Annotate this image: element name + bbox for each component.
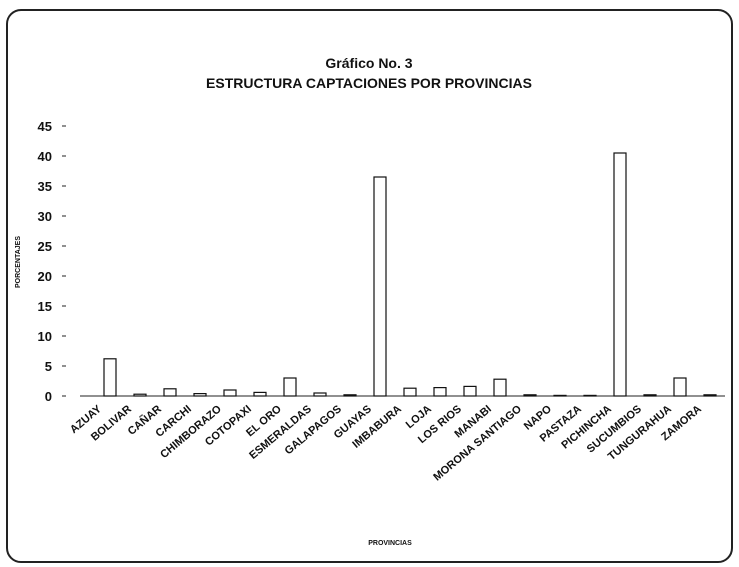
- bar: [163, 388, 177, 397]
- y-tick-label: 5: [45, 359, 52, 374]
- y-tick-label: 20: [38, 269, 52, 284]
- y-tick-label: 0: [45, 389, 52, 404]
- bar: [133, 393, 147, 397]
- bar: [103, 358, 117, 397]
- chart-subtitle: ESTRUCTURA CAPTACIONES POR PROVINCIAS: [206, 75, 532, 91]
- bar: [613, 152, 627, 397]
- bar: [283, 377, 297, 397]
- bar: [343, 394, 357, 397]
- y-tick-label: 25: [38, 239, 52, 254]
- bar: [673, 377, 687, 397]
- bar: [553, 394, 567, 397]
- x-axis-label: PROVINCIAS: [368, 540, 412, 547]
- bar: [433, 387, 447, 397]
- bar: [643, 394, 657, 397]
- bar: [223, 389, 237, 397]
- bar: [703, 394, 717, 397]
- bar: [373, 176, 387, 397]
- bar: [583, 394, 597, 397]
- y-tick-label: 35: [38, 179, 52, 194]
- y-tick-label: 15: [38, 299, 52, 314]
- bar: [193, 393, 207, 397]
- bar: [253, 391, 267, 397]
- chart-title: Gráfico No. 3: [325, 55, 412, 71]
- y-tick-label: 30: [38, 209, 52, 224]
- bar: [313, 392, 327, 397]
- bar: [463, 385, 477, 397]
- y-tick-label: 45: [38, 119, 52, 134]
- bar: [493, 378, 507, 397]
- bar: [523, 394, 537, 397]
- bar: [403, 387, 417, 397]
- y-tick-label: 40: [38, 149, 52, 164]
- frame: [6, 9, 733, 563]
- y-tick-label: 10: [38, 329, 52, 344]
- y-axis-label: PORCENTAJES: [15, 236, 22, 288]
